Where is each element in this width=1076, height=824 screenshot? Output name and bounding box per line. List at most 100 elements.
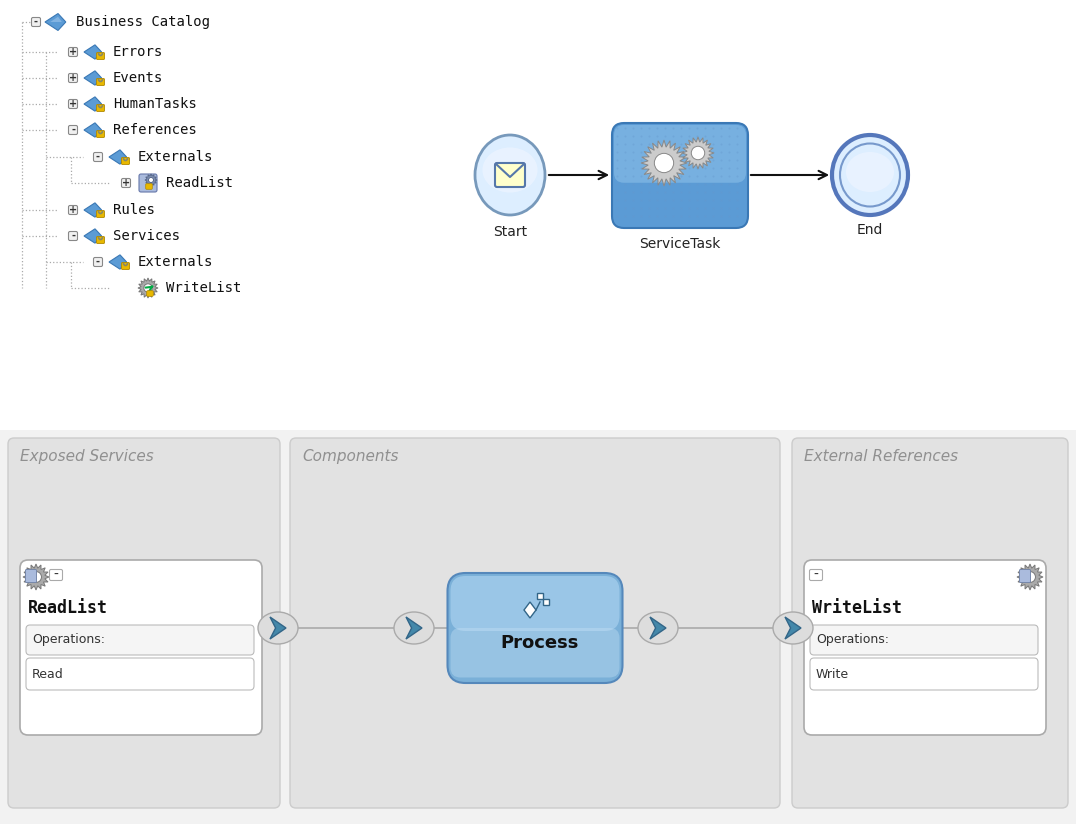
Polygon shape <box>51 16 62 22</box>
FancyBboxPatch shape <box>122 157 129 165</box>
Polygon shape <box>84 97 101 111</box>
FancyBboxPatch shape <box>810 625 1038 655</box>
FancyBboxPatch shape <box>69 232 77 241</box>
FancyBboxPatch shape <box>146 291 153 297</box>
FancyBboxPatch shape <box>0 430 1076 824</box>
Ellipse shape <box>475 135 546 215</box>
FancyBboxPatch shape <box>97 210 104 218</box>
FancyBboxPatch shape <box>97 53 104 59</box>
Text: -: - <box>96 257 100 267</box>
Text: ReadList: ReadList <box>28 599 108 617</box>
Text: HumanTasks: HumanTasks <box>113 97 197 111</box>
Text: -: - <box>96 152 100 162</box>
Polygon shape <box>84 44 101 59</box>
Ellipse shape <box>832 135 908 215</box>
FancyBboxPatch shape <box>291 438 780 808</box>
Text: ServiceTask: ServiceTask <box>639 237 721 251</box>
Text: -: - <box>813 568 819 582</box>
Polygon shape <box>84 71 101 85</box>
FancyBboxPatch shape <box>495 163 525 187</box>
Polygon shape <box>641 140 686 186</box>
FancyBboxPatch shape <box>537 593 543 599</box>
FancyBboxPatch shape <box>31 17 41 26</box>
Text: +: + <box>69 73 77 83</box>
FancyBboxPatch shape <box>69 48 77 57</box>
Text: References: References <box>113 123 197 137</box>
Polygon shape <box>84 229 101 243</box>
FancyBboxPatch shape <box>1019 569 1031 583</box>
Text: Externals: Externals <box>138 255 213 269</box>
FancyBboxPatch shape <box>69 73 77 82</box>
Text: +: + <box>69 47 77 57</box>
Text: Services: Services <box>113 229 180 243</box>
FancyBboxPatch shape <box>94 152 102 162</box>
Circle shape <box>148 177 154 183</box>
Text: Externals: Externals <box>138 150 213 164</box>
FancyBboxPatch shape <box>69 125 77 134</box>
FancyBboxPatch shape <box>145 184 153 190</box>
Text: Events: Events <box>113 71 164 85</box>
Text: +: + <box>69 99 77 109</box>
FancyBboxPatch shape <box>26 625 254 655</box>
Polygon shape <box>109 150 127 164</box>
FancyBboxPatch shape <box>139 174 157 192</box>
Polygon shape <box>650 617 666 639</box>
FancyBboxPatch shape <box>614 125 746 183</box>
FancyBboxPatch shape <box>792 438 1068 808</box>
Text: External References: External References <box>804 448 958 464</box>
Text: Business Catalog: Business Catalog <box>76 15 210 29</box>
Text: Process: Process <box>500 634 579 652</box>
Polygon shape <box>524 602 536 618</box>
FancyBboxPatch shape <box>69 205 77 214</box>
FancyBboxPatch shape <box>97 78 104 86</box>
FancyBboxPatch shape <box>94 258 102 266</box>
Ellipse shape <box>840 143 900 207</box>
Text: Write: Write <box>816 667 849 681</box>
Text: Operations:: Operations: <box>32 634 105 647</box>
FancyBboxPatch shape <box>69 100 77 109</box>
FancyBboxPatch shape <box>612 123 748 228</box>
Polygon shape <box>138 278 158 298</box>
Text: -: - <box>71 231 75 241</box>
Ellipse shape <box>258 612 298 644</box>
FancyBboxPatch shape <box>810 658 1038 690</box>
Polygon shape <box>23 564 49 590</box>
FancyBboxPatch shape <box>122 179 130 188</box>
FancyBboxPatch shape <box>97 105 104 111</box>
Text: Errors: Errors <box>113 45 164 59</box>
FancyBboxPatch shape <box>122 263 129 269</box>
Ellipse shape <box>394 612 434 644</box>
Circle shape <box>144 283 152 293</box>
FancyBboxPatch shape <box>448 573 623 683</box>
Text: -: - <box>34 17 38 27</box>
Text: Rules: Rules <box>113 203 155 217</box>
Circle shape <box>30 572 42 583</box>
Polygon shape <box>270 617 286 639</box>
Text: -: - <box>54 568 58 582</box>
Polygon shape <box>109 255 127 269</box>
FancyBboxPatch shape <box>97 130 104 138</box>
FancyBboxPatch shape <box>804 560 1046 735</box>
Text: Components: Components <box>302 448 398 464</box>
Text: Operations:: Operations: <box>816 634 889 647</box>
Circle shape <box>654 153 674 173</box>
Polygon shape <box>145 174 157 186</box>
FancyBboxPatch shape <box>809 569 822 580</box>
FancyBboxPatch shape <box>451 628 620 677</box>
FancyBboxPatch shape <box>0 0 1076 430</box>
Ellipse shape <box>846 152 894 192</box>
FancyBboxPatch shape <box>97 236 104 244</box>
FancyBboxPatch shape <box>49 569 62 580</box>
Ellipse shape <box>638 612 678 644</box>
Polygon shape <box>406 617 422 639</box>
FancyBboxPatch shape <box>26 569 37 583</box>
Text: End: End <box>856 223 883 237</box>
FancyBboxPatch shape <box>26 658 254 690</box>
Polygon shape <box>84 203 101 218</box>
Polygon shape <box>785 617 801 639</box>
Polygon shape <box>682 137 714 169</box>
Polygon shape <box>84 123 101 137</box>
Polygon shape <box>45 13 66 30</box>
Text: Start: Start <box>493 225 527 239</box>
Text: ReadList: ReadList <box>166 176 233 190</box>
